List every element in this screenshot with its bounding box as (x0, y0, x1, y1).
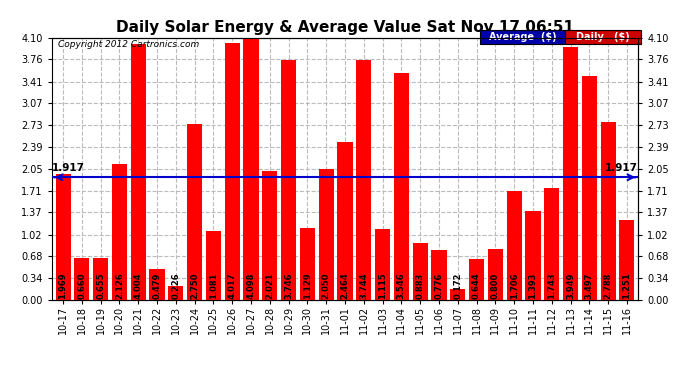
Bar (112, 164, 127, 300)
Text: 3.746: 3.746 (284, 272, 293, 299)
Text: 4.017: 4.017 (228, 272, 237, 299)
Bar (130, 44, 146, 300)
Text: Average  ($): Average ($) (489, 32, 556, 42)
Text: 4.004: 4.004 (134, 272, 143, 299)
Text: 2.126: 2.126 (115, 272, 124, 299)
Text: 2.464: 2.464 (340, 272, 350, 299)
Text: Daily Solar Energy & Average Value Sat Nov 17 06:51: Daily Solar Energy & Average Value Sat N… (116, 20, 574, 35)
Bar (620, 220, 635, 300)
Bar (168, 285, 184, 300)
Bar (451, 289, 465, 300)
Text: 0.644: 0.644 (472, 272, 481, 299)
Text: 4.098: 4.098 (246, 272, 255, 299)
Text: 3.546: 3.546 (397, 272, 406, 299)
Text: 1.969: 1.969 (59, 272, 68, 299)
Bar (544, 188, 560, 300)
FancyBboxPatch shape (480, 30, 565, 44)
Bar (356, 60, 371, 300)
Bar (187, 124, 202, 300)
Text: 0.883: 0.883 (415, 273, 424, 299)
Bar (469, 259, 484, 300)
Bar (55, 174, 70, 300)
Text: 1.081: 1.081 (209, 272, 218, 299)
Bar (394, 73, 409, 300)
Text: 1.115: 1.115 (378, 272, 387, 299)
Bar (375, 229, 390, 300)
Bar (431, 251, 446, 300)
Text: 0.226: 0.226 (171, 272, 180, 299)
Text: 0.172: 0.172 (453, 272, 462, 299)
Text: 0.655: 0.655 (96, 272, 105, 299)
Text: 3.497: 3.497 (585, 272, 594, 299)
Bar (300, 228, 315, 300)
Text: 2.750: 2.750 (190, 272, 199, 299)
Text: 1.706: 1.706 (510, 272, 519, 299)
Text: 1.743: 1.743 (547, 272, 556, 299)
Text: 0.776: 0.776 (435, 272, 444, 299)
Text: 2.788: 2.788 (604, 272, 613, 299)
Bar (150, 269, 164, 300)
Text: 0.479: 0.479 (152, 272, 161, 299)
Bar (244, 38, 259, 300)
Bar (281, 60, 296, 300)
Text: 2.050: 2.050 (322, 272, 331, 299)
Bar (319, 169, 334, 300)
Text: 2.021: 2.021 (266, 272, 275, 299)
Text: 0.800: 0.800 (491, 273, 500, 299)
Bar (75, 258, 89, 300)
Text: Copyright 2012 Cartronics.com: Copyright 2012 Cartronics.com (58, 40, 199, 49)
Bar (563, 47, 578, 300)
Text: 1.129: 1.129 (303, 272, 312, 299)
Bar (262, 171, 277, 300)
Text: 3.744: 3.744 (359, 272, 368, 299)
Text: Daily   ($): Daily ($) (576, 32, 630, 42)
Text: 0.660: 0.660 (77, 272, 86, 299)
Bar (526, 211, 540, 300)
Bar (582, 76, 597, 300)
Text: 3.949: 3.949 (566, 272, 575, 299)
Bar (601, 122, 615, 300)
Bar (93, 258, 108, 300)
Text: 1.251: 1.251 (622, 272, 631, 299)
FancyBboxPatch shape (565, 30, 641, 44)
Bar (206, 231, 221, 300)
Bar (413, 243, 428, 300)
Bar (225, 43, 239, 300)
Text: 1.393: 1.393 (529, 272, 538, 299)
Bar (488, 249, 503, 300)
Bar (506, 191, 522, 300)
Text: 1.917: 1.917 (605, 164, 638, 173)
Bar (337, 142, 353, 300)
Text: 1.917: 1.917 (52, 164, 85, 173)
